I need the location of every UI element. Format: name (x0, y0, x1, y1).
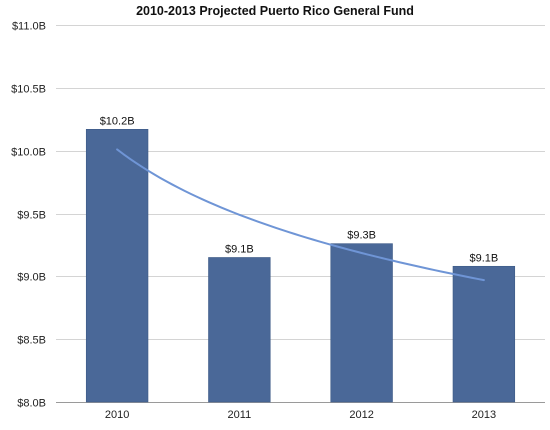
trendline-group (116, 148, 485, 282)
data-label: $9.3B (347, 230, 376, 242)
y-tick-label: $11.0B (12, 21, 46, 33)
bar-2011 (208, 257, 271, 403)
y-tick-label: $10.5B (11, 84, 46, 96)
y-tick-label: $9.5B (17, 210, 46, 222)
y-axis: $8.0B $8.5B $9.0B $9.5B $10.0B $10.5B $11.0B (11, 21, 46, 410)
y-tick-label: $10.0B (11, 147, 46, 159)
data-labels: $10.2B $9.1B $9.3B $9.1B (100, 115, 499, 264)
x-tick-label: 2011 (228, 409, 252, 421)
chart-title: 2010-2013 Projected Puerto Rico General … (136, 4, 414, 18)
x-tick-label: 2012 (349, 409, 373, 421)
y-tick-label: $8.0B (17, 398, 46, 410)
data-label: $9.1B (225, 243, 254, 255)
data-label: $10.2B (100, 115, 135, 127)
data-label: $9.1B (470, 252, 499, 264)
bar-2012 (330, 243, 393, 403)
bars (85, 129, 516, 403)
x-tick-label: 2013 (472, 409, 496, 421)
y-tick-label: $9.0B (17, 272, 46, 284)
bar-2010 (85, 129, 149, 403)
x-tick-label: 2010 (105, 409, 129, 421)
x-axis: 2010 2011 2012 2013 (105, 409, 496, 421)
bar-2013 (452, 265, 516, 403)
y-tick-label: $8.5B (17, 335, 46, 347)
trendline (116, 148, 485, 282)
